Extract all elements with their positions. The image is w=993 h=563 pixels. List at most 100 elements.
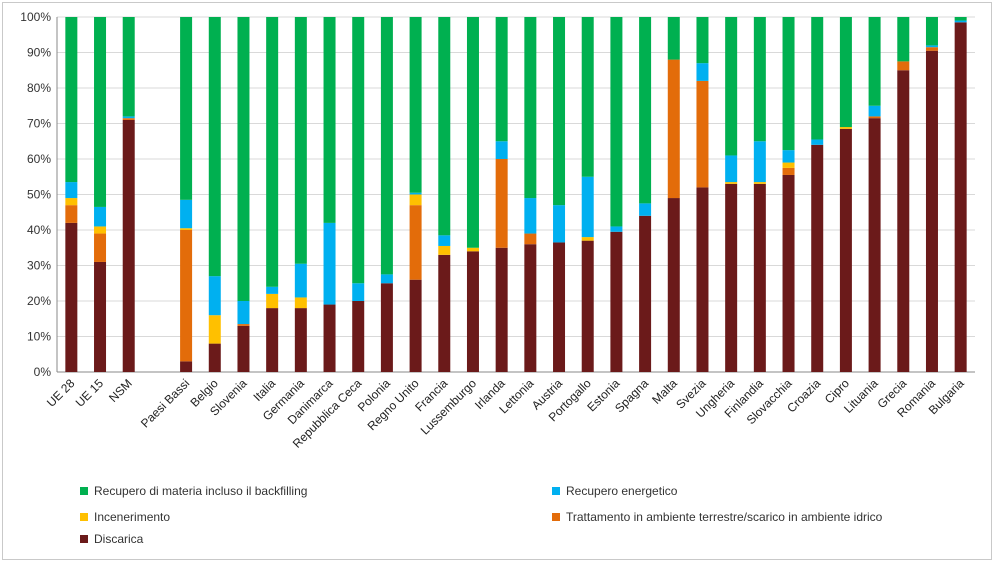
bar-segment: [94, 206, 107, 227]
bar-segment: [438, 235, 451, 246]
bar-segment: [294, 263, 307, 298]
bar-segment: [495, 17, 508, 142]
bar-segment: [495, 141, 508, 159]
stacked-bar-chart: 0% 10% 20% 30% 40% 50% 60% 70% 80% 90% 100% UE 28U…: [20, 10, 975, 451]
y-tick-label: 20%: [27, 294, 51, 308]
bar-segment: [868, 118, 881, 372]
bar-segment: [811, 139, 824, 145]
bar-segment: [667, 17, 680, 60]
bar-segment: [782, 167, 795, 175]
bar-segment: [122, 116, 135, 119]
bar-segment: [581, 240, 594, 372]
bar-segment: [65, 182, 78, 199]
bar-segment: [208, 343, 221, 372]
bar-segment: [294, 297, 307, 309]
bar-segment: [266, 293, 279, 309]
bar-segment: [897, 61, 910, 71]
bar-segment: [753, 182, 766, 184]
bar-segment: [208, 17, 221, 277]
legend-item-incineration: Incenerimento: [80, 510, 170, 524]
x-tick-label: Paesi Bassi: [138, 376, 192, 430]
bar-segment: [466, 247, 479, 252]
bar-segment: [352, 301, 365, 372]
bar-segment: [180, 228, 193, 230]
bar-segment: [725, 155, 738, 183]
bar-segment: [581, 237, 594, 241]
y-tick-label: 80%: [27, 81, 51, 95]
y-tick-label: 70%: [27, 117, 51, 131]
bar-segment: [380, 283, 393, 372]
bar-segment: [94, 17, 107, 207]
bar-segment: [208, 315, 221, 344]
bar-segment: [266, 17, 279, 287]
bar-segment: [868, 17, 881, 106]
bar-segment: [237, 324, 250, 326]
bar-segment: [925, 17, 938, 46]
x-tick-label: UE 15: [73, 376, 107, 410]
bar-segment: [409, 192, 422, 195]
legend-swatch: [80, 513, 88, 521]
bar-segment: [180, 230, 193, 362]
bar-segment: [639, 203, 652, 216]
bar-segment: [65, 198, 78, 206]
bar-segment: [782, 162, 795, 168]
y-tick-label: 0%: [34, 365, 52, 379]
bar-segment: [524, 17, 537, 199]
bar-segment: [782, 17, 795, 151]
bar-segment: [610, 226, 623, 232]
bar-segment: [696, 80, 709, 188]
bar-segment: [409, 17, 422, 193]
bar-segment: [610, 231, 623, 372]
bar-segment: [122, 118, 135, 120]
bar-segment: [409, 194, 422, 206]
bar-segment: [524, 244, 537, 372]
bar-segment: [639, 215, 652, 372]
y-axis: 0% 10% 20% 30% 40% 50% 60% 70% 80% 90% 100%: [20, 10, 58, 379]
bar-segment: [380, 274, 393, 284]
y-tick-label: 100%: [20, 10, 51, 24]
x-tick-label: UE 28: [44, 376, 78, 410]
bar-segment: [438, 17, 451, 236]
bar-segment: [610, 17, 623, 227]
bar-segment: [839, 127, 852, 129]
bar-segment: [725, 17, 738, 156]
x-tick-label: NSM: [106, 376, 135, 405]
legend-label: Discarica: [94, 532, 144, 546]
bar-segment: [294, 308, 307, 372]
bar-segment: [925, 50, 938, 372]
bar-segment: [323, 304, 336, 372]
legend-label: Trattamento in ambiente terrestre/scaric…: [566, 510, 883, 524]
bar-segment: [753, 141, 766, 183]
bar-segment: [667, 198, 680, 372]
bar-segment: [323, 17, 336, 223]
legend-label: Recupero di materia incluso il backfilli…: [94, 484, 308, 498]
bar-segment: [581, 176, 594, 238]
bar-segment: [237, 325, 250, 372]
bar-segment: [925, 45, 938, 48]
bar-segment: [409, 279, 422, 372]
legend-swatch: [552, 487, 560, 495]
bar-segment: [954, 17, 967, 21]
bar-segment: [954, 22, 967, 372]
bar-segment: [639, 17, 652, 204]
gridlines: [57, 16, 975, 373]
bar-segment: [696, 187, 709, 372]
y-tick-label: 10%: [27, 330, 51, 344]
bar-segment: [581, 17, 594, 177]
y-tick-label: 90%: [27, 46, 51, 60]
bar-segment: [868, 105, 881, 117]
legend-swatch: [80, 487, 88, 495]
bar-segment: [352, 283, 365, 301]
y-tick-label: 50%: [27, 188, 51, 202]
bar-segment: [811, 17, 824, 140]
bar-segment: [352, 17, 365, 284]
bar-segment: [438, 254, 451, 372]
bar-segment: [466, 17, 479, 248]
bar-segment: [753, 17, 766, 142]
bar-segment: [553, 242, 566, 372]
bars: [65, 17, 967, 372]
bar-segment: [94, 226, 107, 234]
bar-segment: [725, 182, 738, 184]
bar-segment: [897, 70, 910, 372]
